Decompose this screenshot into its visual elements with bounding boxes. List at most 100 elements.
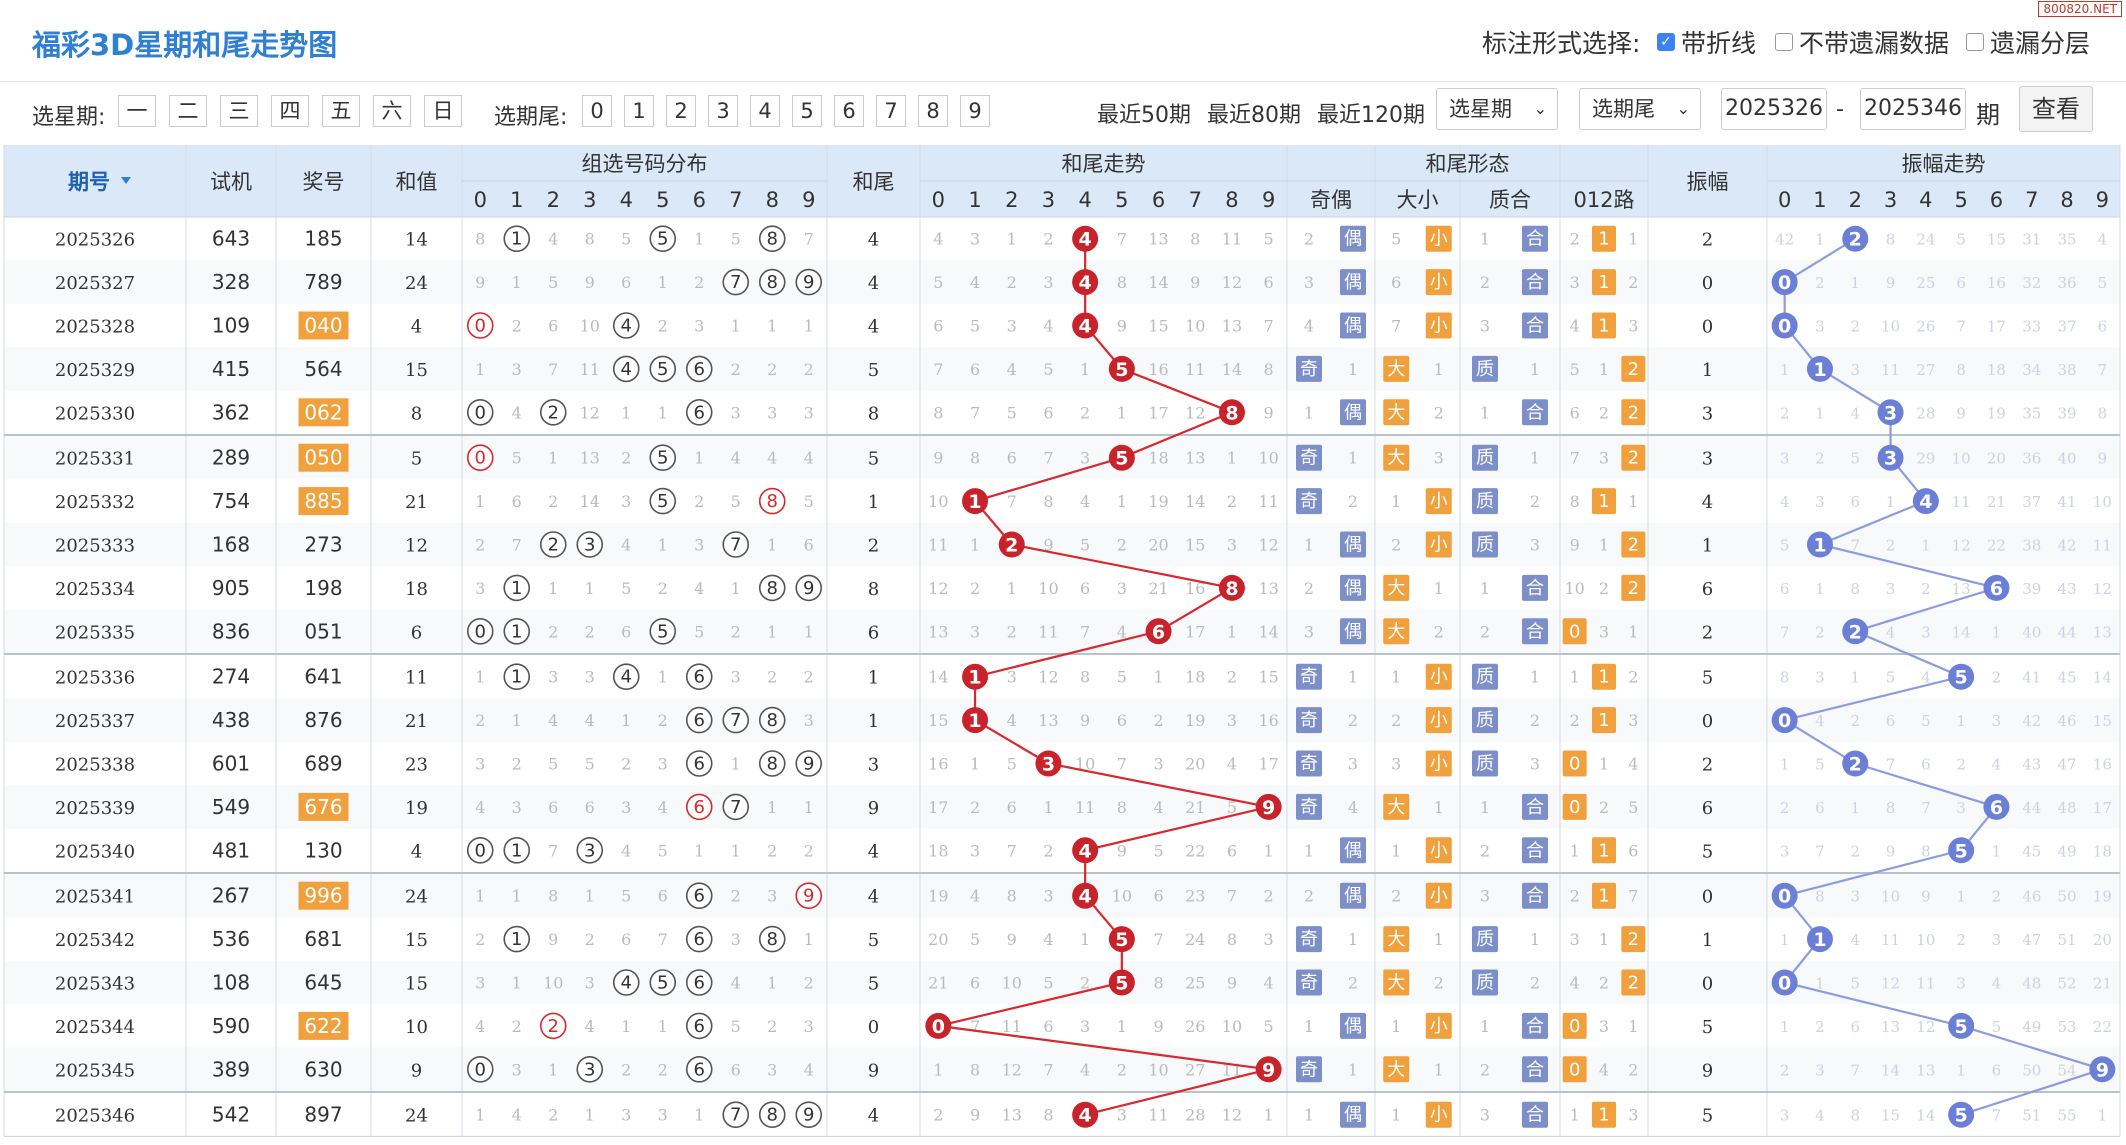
tail-cell: 8	[868, 579, 879, 600]
group-ball	[795, 882, 823, 910]
trial-cell: 108	[212, 971, 250, 995]
tail-4-button[interactable]: 4	[750, 95, 780, 127]
miss-value: 1	[1227, 449, 1237, 468]
checkbox-checked-icon[interactable]: ✓	[1657, 33, 1675, 51]
miss-value: 2	[1992, 669, 2002, 687]
miss-value: 3	[970, 622, 980, 641]
amp-ball-digit: 1	[1813, 359, 1826, 381]
miss-value: 7	[548, 841, 558, 860]
tail-ball-digit: 4	[1079, 229, 1092, 251]
weekday-7-button[interactable]: 日	[424, 95, 462, 127]
miss-value: 4	[475, 798, 485, 817]
miss-value: 17	[1185, 622, 1205, 641]
miss-value: 2	[1007, 622, 1017, 641]
group-ball	[722, 706, 750, 734]
road-badge	[1562, 793, 1587, 820]
weekday-1-button[interactable]: 一	[118, 95, 156, 127]
query-button[interactable]: 查看	[2019, 86, 2093, 132]
tail-5-button[interactable]: 5	[792, 95, 822, 127]
miss-value: 5	[1007, 755, 1017, 774]
miss-value: 42	[2022, 712, 2041, 730]
miss-value: 26	[1916, 318, 1935, 336]
group-ball-digit: 6	[694, 710, 705, 731]
option-miss-layer[interactable]: 遗漏分层	[1966, 24, 2090, 60]
tail-2-button[interactable]: 2	[666, 95, 696, 127]
miss-value: 3	[1956, 975, 1966, 993]
digit-header: 2	[1005, 188, 1018, 212]
miss-value: 2	[1153, 711, 1163, 730]
miss-value: 4	[1815, 712, 1825, 730]
road-digit: 1	[1598, 491, 1609, 512]
size-label: 大	[1387, 359, 1405, 380]
miss-value: 3	[585, 974, 595, 993]
tail-8-button[interactable]: 8	[918, 95, 948, 127]
miss-value: 9	[1570, 536, 1580, 555]
miss-value: 10	[543, 974, 563, 993]
miss-value: 36	[2058, 274, 2077, 292]
recent-50-link[interactable]: 最近50期	[1097, 103, 1191, 128]
miss-value: 2	[1530, 492, 1540, 511]
issue-cell: 2025337	[55, 711, 135, 732]
miss-value: 2	[1480, 622, 1490, 641]
tail-6-button[interactable]: 6	[834, 95, 864, 127]
weekday-2-button[interactable]: 二	[169, 95, 207, 127]
miss-value: 51	[2022, 1107, 2041, 1125]
parity-label: 奇	[1300, 448, 1318, 469]
amp-ball-digit: 5	[1955, 667, 1968, 689]
option-lines[interactable]: ✓ 带折线	[1657, 24, 1756, 60]
miss-value: 7	[1007, 492, 1017, 511]
road-badge	[1621, 399, 1646, 426]
amp-ball-digit: 4	[1919, 491, 1932, 513]
parity-badge	[1296, 488, 1322, 515]
group-ball-digit: 6	[694, 1059, 705, 1080]
miss-value: 2	[1570, 711, 1580, 730]
weekday-select[interactable]: 选星期 ⌄	[1436, 88, 1558, 130]
tail-select[interactable]: 选期尾 ⌄	[1579, 88, 1701, 130]
miss-value: 4	[804, 1060, 814, 1079]
amp-ball-digit: 5	[1955, 840, 1968, 862]
miss-value: 14	[928, 668, 948, 687]
weekday-6-button[interactable]: 六	[373, 95, 411, 127]
miss-value: 1	[804, 930, 814, 949]
miss-value: 1	[1080, 360, 1090, 379]
parity-label: 奇	[1300, 797, 1318, 818]
miss-value: 3	[548, 668, 558, 687]
award-cell: 622	[304, 1014, 342, 1038]
miss-value: 13	[2093, 623, 2112, 641]
digit-header: 7	[729, 188, 742, 212]
parity-badge	[1340, 312, 1366, 339]
tail-0-button[interactable]: 0	[582, 95, 612, 127]
miss-value: 3	[658, 1106, 668, 1125]
miss-value: 4	[1850, 931, 1860, 949]
weekday-3-button[interactable]: 三	[220, 95, 258, 127]
option-no-miss[interactable]: 不带遗漏数据	[1775, 24, 1949, 60]
group-ball	[685, 706, 713, 734]
end-issue-input[interactable]: 2025346	[1860, 88, 1966, 130]
checkbox-icon[interactable]	[1966, 33, 1984, 51]
recent-80-link[interactable]: 最近80期	[1207, 103, 1301, 128]
digit-header: 8	[1225, 188, 1238, 212]
tail-3-button[interactable]: 3	[708, 95, 738, 127]
miss-value: 2	[804, 974, 814, 993]
tail-7-button[interactable]: 7	[876, 95, 906, 127]
weekday-5-button[interactable]: 五	[322, 95, 360, 127]
miss-value: 2	[731, 622, 741, 641]
parity-label: 偶	[1344, 886, 1362, 907]
sum-cell: 4	[411, 317, 422, 338]
tail-ball-digit: 8	[1225, 402, 1238, 424]
miss-value: 2	[658, 579, 668, 598]
checkbox-icon[interactable]	[1775, 33, 1793, 51]
miss-value: 6	[804, 536, 814, 555]
weekday-4-button[interactable]: 四	[271, 95, 309, 127]
miss-value: 8	[1153, 974, 1163, 993]
recent-120-link[interactable]: 最近120期	[1317, 103, 1425, 128]
tail-9-button[interactable]: 9	[960, 95, 990, 127]
start-issue-input[interactable]: 2025326	[1721, 88, 1827, 130]
miss-value: 5	[2098, 274, 2108, 292]
miss-value: 10	[2093, 493, 2112, 511]
tail-1-button[interactable]: 1	[624, 95, 654, 127]
miss-value: 42	[1775, 231, 1794, 249]
size-badge	[1425, 837, 1452, 864]
miss-value: 2	[1480, 1060, 1490, 1079]
